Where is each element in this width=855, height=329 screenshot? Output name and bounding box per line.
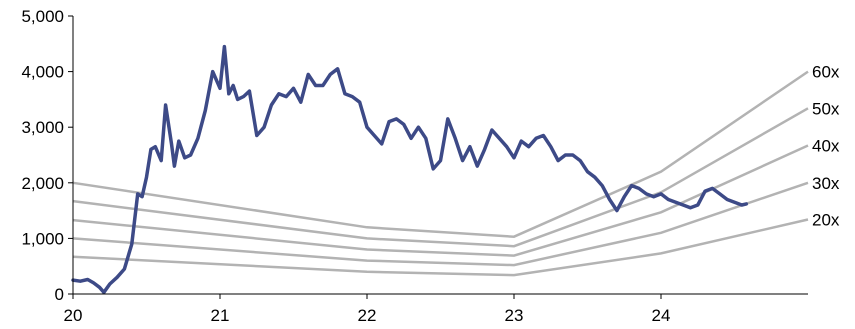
band-label-20x: 20x [812,211,840,230]
y-tick-label: 1,000 [21,229,64,248]
band-line-60x [72,70,809,238]
x-axis-ticks: 20 21 22 23 24 [64,294,671,325]
price-line-layer [71,44,749,295]
axes [72,16,808,295]
band-line-20x [72,218,809,277]
band-label-60x: 60x [812,63,840,82]
x-tick-label: 21 [211,306,230,325]
y-axis-ticks: 0 1,000 2,000 3,000 4,000 5,000 [21,7,73,304]
x-tick-label: 20 [64,306,83,325]
band-label-50x: 50x [812,99,840,118]
y-tick-label: 4,000 [21,63,64,82]
x-tick-label: 22 [358,306,377,325]
pe-band-lines [72,70,809,277]
y-tick-label: 3,000 [21,118,64,137]
price-series-line [71,44,749,295]
band-label-40x: 40x [812,137,840,156]
band-line-30x [72,181,809,267]
y-tick-label: 2,000 [21,174,64,193]
y-tick-label: 0 [55,285,64,304]
band-label-30x: 30x [812,174,840,193]
band-line-50x [72,107,809,248]
x-tick-label: 24 [652,306,671,325]
x-tick-label: 23 [505,306,524,325]
y-tick-label: 5,000 [21,7,64,26]
band-labels: 60x 50x 40x 30x 20x [812,63,840,230]
